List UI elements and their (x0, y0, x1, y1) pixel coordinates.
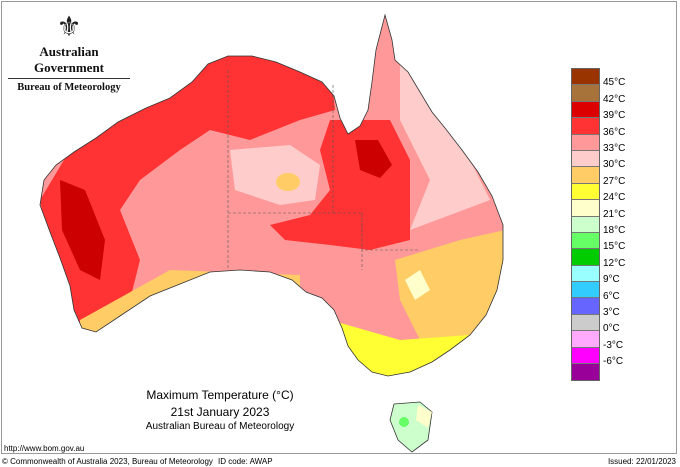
legend-bin (572, 183, 599, 201)
legend-label: 3°C (603, 307, 620, 318)
legend-label: 36°C (603, 126, 626, 138)
legend-bin (572, 347, 599, 365)
legend-bin (572, 331, 599, 348)
bom-logo: ⚜ Australian Government Bureau of Meteor… (8, 10, 130, 93)
region-27-30-southeast (395, 230, 503, 340)
region-27-30-interior (276, 173, 300, 191)
map-source: Australian Bureau of Meteorology (145, 421, 295, 432)
id-code: ID code: AWAP (218, 457, 273, 466)
website-link[interactable]: http://www.bom.gov.au (4, 444, 85, 453)
legend-bin (572, 364, 599, 381)
legend-bin (572, 134, 599, 151)
region-30-33-interior (230, 145, 320, 205)
region-21-24-southeast (405, 270, 430, 300)
legend-bin (572, 150, 599, 168)
map-title: Maximum Temperature (°C) (146, 388, 294, 402)
legend-bin (572, 118, 599, 135)
legend-bin (572, 232, 599, 250)
legend-label: 18°C (603, 225, 626, 236)
legend-label: 30°C (603, 159, 626, 171)
legend-bin (572, 101, 599, 119)
legend-label: 24°C (603, 192, 626, 204)
tasmania-east (416, 405, 432, 428)
legend-label: 9°C (603, 274, 620, 286)
legend-label: -3°C (603, 339, 624, 351)
legend-bin (572, 282, 599, 299)
region-30-33-east (400, 60, 490, 230)
legend-label: -6°C (603, 356, 624, 368)
legend-label: 12°C (603, 257, 626, 269)
legend-label: 21°C (603, 208, 626, 220)
map-date: 21st January 2023 (170, 405, 270, 419)
legend-label: 42°C (603, 93, 626, 105)
figure-border (1, 1, 677, 454)
legend-bin (572, 216, 599, 233)
legend-label: 33°C (603, 143, 626, 154)
coat-of-arms-icon: ⚜ (56, 11, 82, 42)
legend-label: 27°C (603, 175, 626, 187)
legend-label: 15°C (603, 241, 626, 253)
legend-bin (572, 200, 599, 217)
issued-date: Issued: 22/01/2023 (607, 457, 676, 466)
legend-bin (572, 298, 599, 315)
legend-bin (572, 85, 599, 102)
color-legend (571, 68, 600, 382)
state-borders (227, 70, 420, 270)
legend-bin (572, 249, 599, 266)
region-39-42-central (355, 140, 392, 178)
bureau-label: Bureau of Meteorology (17, 82, 121, 93)
region-39-42-west (60, 180, 105, 280)
legend-label: 6°C (603, 290, 620, 302)
legend-label: 0°C (603, 323, 620, 335)
legend-bin (572, 167, 599, 184)
legend-bin (572, 314, 599, 332)
copyright: © Commonwealth of Australia 2023, Bureau… (2, 457, 213, 466)
legend-label: 39°C (603, 110, 626, 122)
tasmania-cool-spot (399, 417, 409, 427)
legend-bin (572, 265, 599, 283)
legend-label: 45°C (603, 77, 626, 89)
legend-bin (572, 69, 599, 86)
government-label: Australian Government (8, 44, 130, 79)
